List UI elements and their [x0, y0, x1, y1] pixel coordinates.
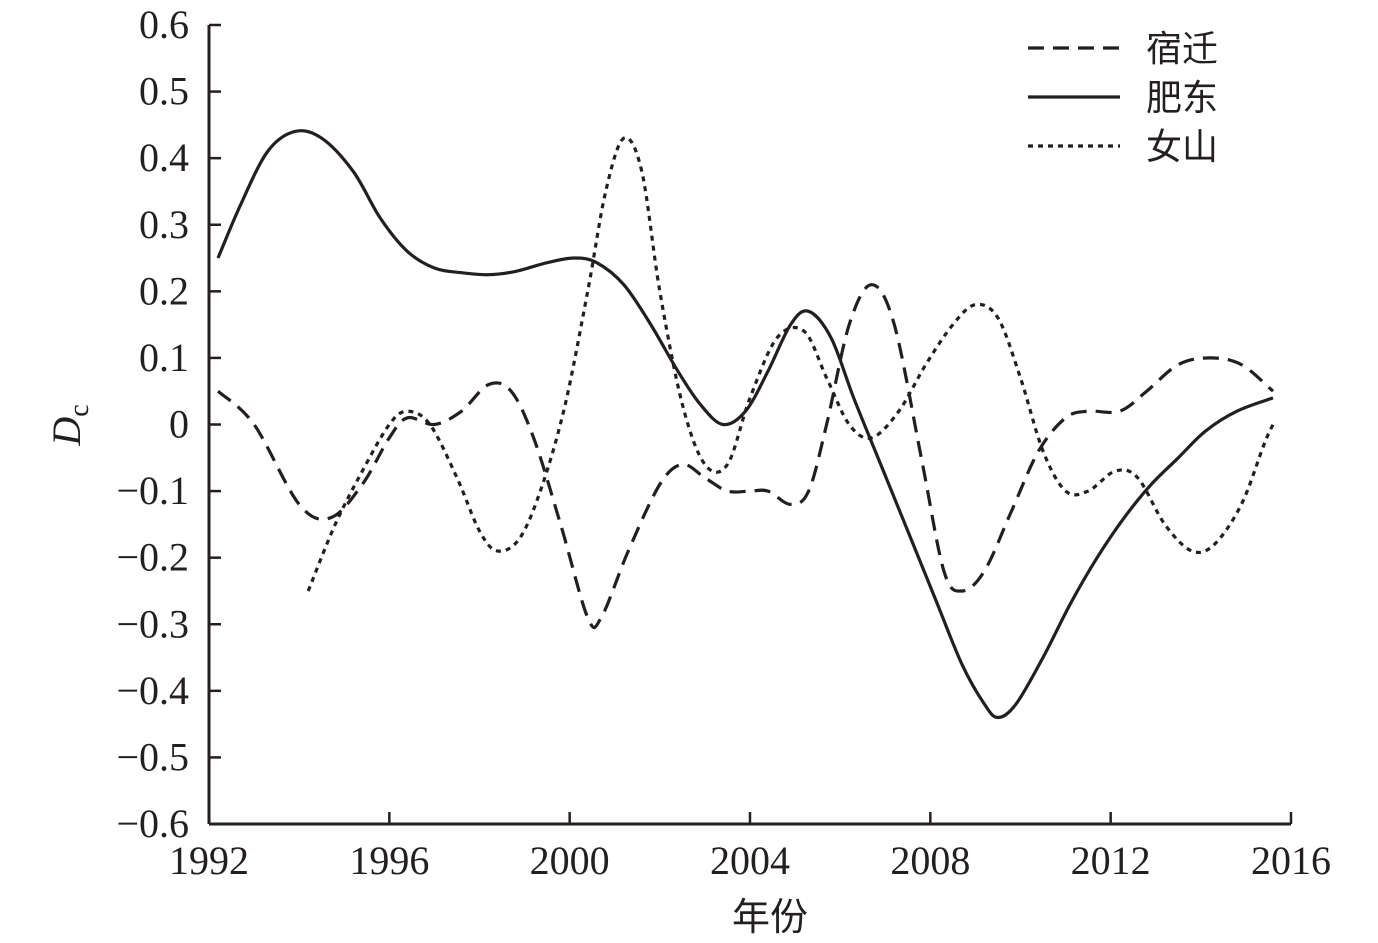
legend-label-2: 肥东: [1146, 78, 1218, 119]
legend-label-3: 女山: [1146, 127, 1218, 168]
y-tick-label: 0.4: [139, 135, 189, 180]
x-axis-title: 年份: [732, 895, 808, 939]
axis-titles: 年份 Dc: [44, 404, 808, 939]
y-tick-label: 0.1: [139, 335, 189, 380]
y-tick-label: 0.6: [139, 2, 189, 47]
y-tick-label: −0.1: [116, 468, 189, 513]
axes: 0.6 0.5 0.4 0.3 0.2 0.1 0 −0.1 −0.2 −0.3 −0.4 −0.5 −…: [116, 2, 1331, 883]
y-tick-label: −0.3: [116, 601, 189, 646]
x-tick-label: 2012: [1071, 838, 1151, 883]
series-lines: [216, 129, 1275, 720]
y-tick-label: −0.2: [116, 535, 189, 580]
y-tick-label: −0.4: [116, 668, 189, 713]
legend-label-1: 宿迁: [1146, 29, 1218, 70]
series-line-2: [216, 129, 1274, 720]
x-tick-label: 2008: [890, 838, 970, 883]
y-axis-title: Dc: [44, 404, 95, 446]
y-tick-label: 0.2: [139, 268, 189, 313]
y-tick-label: −0.6: [116, 801, 189, 846]
x-tick-label: 2004: [710, 838, 790, 883]
x-tick-label: 1996: [349, 838, 429, 883]
y-tick-label: 0.5: [139, 69, 189, 114]
x-tick-label: 2000: [530, 838, 610, 883]
y-tick-label: 0.3: [139, 202, 189, 247]
series-line-3: [306, 136, 1275, 592]
y-tick-label: −0.5: [116, 734, 189, 779]
series-line-1: [216, 283, 1275, 630]
y-tick-label: 0: [169, 402, 189, 447]
x-tick-label: 2016: [1251, 838, 1331, 883]
x-tick-label: 1992: [169, 838, 249, 883]
